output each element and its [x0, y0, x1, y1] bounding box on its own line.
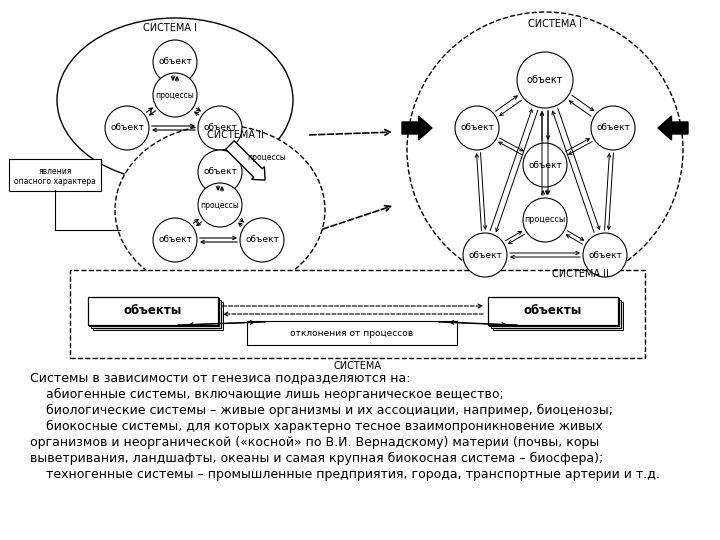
Text: объект: объект: [528, 160, 562, 170]
Circle shape: [591, 106, 635, 150]
FancyBboxPatch shape: [9, 159, 101, 191]
Text: биологические системы – живые организмы и их ассоциации, например, биоценозы;: биологические системы – живые организмы …: [30, 404, 613, 417]
Text: Системы в зависимости от генезиса подразделяются на:: Системы в зависимости от генезиса подраз…: [30, 372, 410, 385]
Circle shape: [463, 233, 507, 277]
Text: СИСТЕМА I: СИСТЕМА I: [143, 23, 197, 33]
Ellipse shape: [115, 125, 325, 295]
Circle shape: [198, 183, 242, 227]
Bar: [489, 298, 619, 326]
Bar: [493, 302, 623, 330]
Text: абиогенные системы, включающие лишь неорганическое вещество;: абиогенные системы, включающие лишь неор…: [30, 388, 504, 401]
Circle shape: [583, 233, 627, 277]
Ellipse shape: [57, 18, 293, 182]
Polygon shape: [658, 116, 688, 140]
Bar: [91, 300, 221, 328]
Text: процессы: процессы: [524, 215, 566, 225]
Bar: [93, 302, 223, 330]
Text: объекты: объекты: [524, 305, 582, 318]
FancyBboxPatch shape: [70, 270, 645, 358]
Circle shape: [198, 106, 242, 150]
Text: процессы: процессы: [248, 153, 287, 163]
Circle shape: [455, 106, 499, 150]
Bar: [88, 297, 218, 325]
Circle shape: [240, 218, 284, 262]
Text: опасного характера: опасного характера: [14, 178, 96, 186]
Text: СИСТЕМА II: СИСТЕМА II: [552, 269, 608, 279]
Circle shape: [153, 218, 197, 262]
Circle shape: [105, 106, 149, 150]
Text: объект: объект: [527, 75, 563, 85]
Text: объект: объект: [460, 124, 494, 132]
Text: объект: объект: [203, 124, 237, 132]
Bar: [89, 298, 219, 326]
Text: объект: объект: [596, 124, 630, 132]
Text: явления: явления: [38, 167, 72, 177]
FancyBboxPatch shape: [247, 321, 457, 345]
Text: организмов и неорганической («косной» по В.И. Вернадскому) материи (почвы, коры: организмов и неорганической («косной» по…: [30, 436, 599, 449]
Circle shape: [523, 143, 567, 187]
Text: процессы: процессы: [201, 200, 239, 210]
Circle shape: [407, 12, 683, 288]
Text: объект: объект: [110, 124, 144, 132]
Text: процессы: процессы: [156, 91, 194, 99]
Text: СИСТЕМА I: СИСТЕМА I: [528, 19, 582, 29]
Text: выветривания, ландшафты, океаны и самая крупная биокосная система – биосфера);: выветривания, ландшафты, океаны и самая …: [30, 452, 603, 465]
Polygon shape: [402, 116, 432, 140]
Text: техногенные системы – промышленные предприятия, города, транспортные артерии и т: техногенные системы – промышленные предп…: [30, 468, 660, 481]
Text: объект: объект: [203, 167, 237, 177]
Text: объект: объект: [245, 235, 279, 245]
Circle shape: [153, 40, 197, 84]
FancyArrow shape: [226, 141, 265, 180]
Text: биокосные системы, для которых характерно тесное взаимопроникновение живых: биокосные системы, для которых характерн…: [30, 420, 603, 433]
Circle shape: [517, 52, 573, 108]
Bar: [491, 300, 621, 328]
Text: СИСТЕМА: СИСТЕМА: [333, 361, 382, 371]
Text: объекты: объекты: [124, 305, 182, 318]
Text: объект: объект: [468, 251, 502, 260]
Text: СИСТЕМА II: СИСТЕМА II: [207, 130, 264, 140]
Text: объект: объект: [158, 57, 192, 66]
Bar: [488, 297, 618, 325]
Text: отклонения от процессов: отклонения от процессов: [290, 328, 413, 338]
Circle shape: [153, 73, 197, 117]
Text: объект: объект: [158, 235, 192, 245]
Circle shape: [523, 198, 567, 242]
Circle shape: [198, 150, 242, 194]
Text: объект: объект: [588, 251, 622, 260]
